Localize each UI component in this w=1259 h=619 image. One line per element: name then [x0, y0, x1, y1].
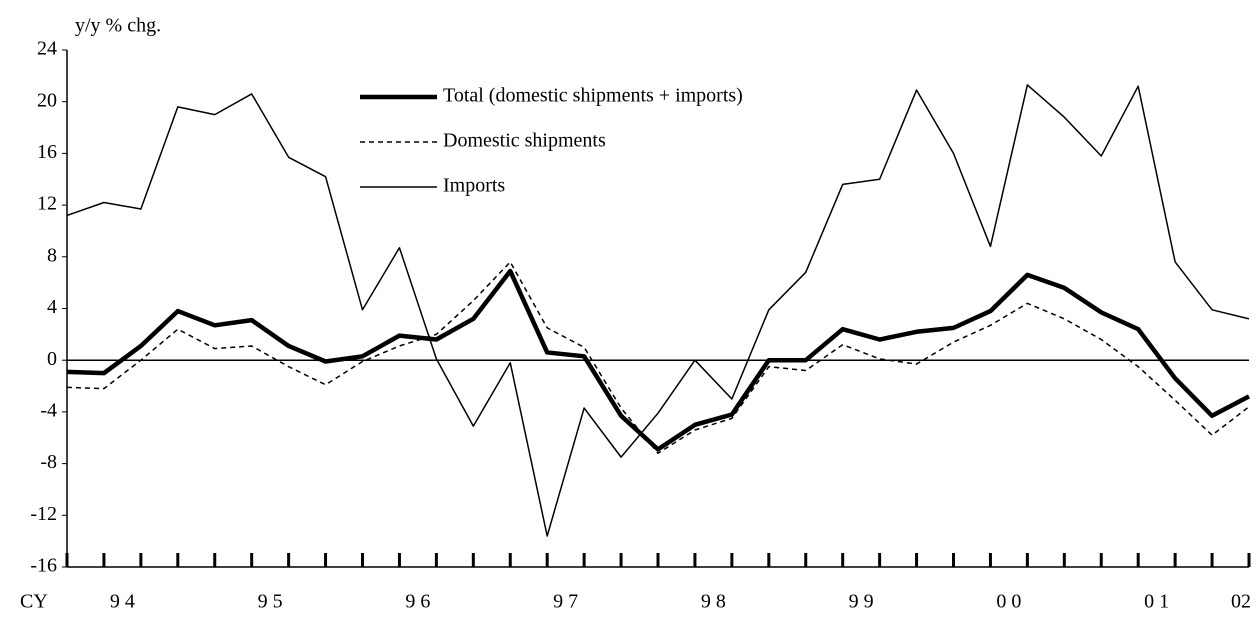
x-prefix: CY: [20, 591, 48, 613]
y-axis-label: y/y % chg.: [75, 15, 161, 37]
x-tick-label: 9 9: [849, 591, 874, 613]
x-tick-label: 0 0: [996, 591, 1021, 613]
series-line: [66, 261, 1250, 455]
x-tick-label: 9 5: [258, 591, 283, 613]
x-tick-label: 9 8: [701, 591, 726, 613]
y-tick-label: 0: [47, 348, 57, 370]
x-tick-label: 0 1: [1144, 591, 1169, 613]
x-tick-label: 9 7: [553, 591, 578, 613]
y-tick-label: -12: [30, 503, 57, 525]
y-tick-label: 20: [37, 89, 57, 111]
y-tick-label: -8: [40, 451, 57, 473]
y-tick-label: 16: [37, 141, 57, 163]
series-line: [66, 84, 1250, 537]
legend-label: Imports: [443, 175, 505, 197]
x-tick-label: 9 6: [405, 591, 430, 613]
legend-label: Total (domestic shipments + imports): [443, 85, 743, 107]
x-tick-label: 02: [1231, 591, 1251, 613]
x-tick-label: 9 4: [110, 591, 135, 613]
y-tick-label: -16: [30, 555, 57, 577]
series-line: [66, 268, 1251, 452]
y-tick-label: -4: [40, 399, 57, 421]
y-tick-label: 4: [47, 296, 57, 318]
y-tick-label: 24: [37, 38, 57, 60]
y-tick-label: 8: [47, 244, 57, 266]
y-tick-label: 12: [37, 193, 57, 215]
legend-label: Domestic shipments: [443, 130, 606, 152]
